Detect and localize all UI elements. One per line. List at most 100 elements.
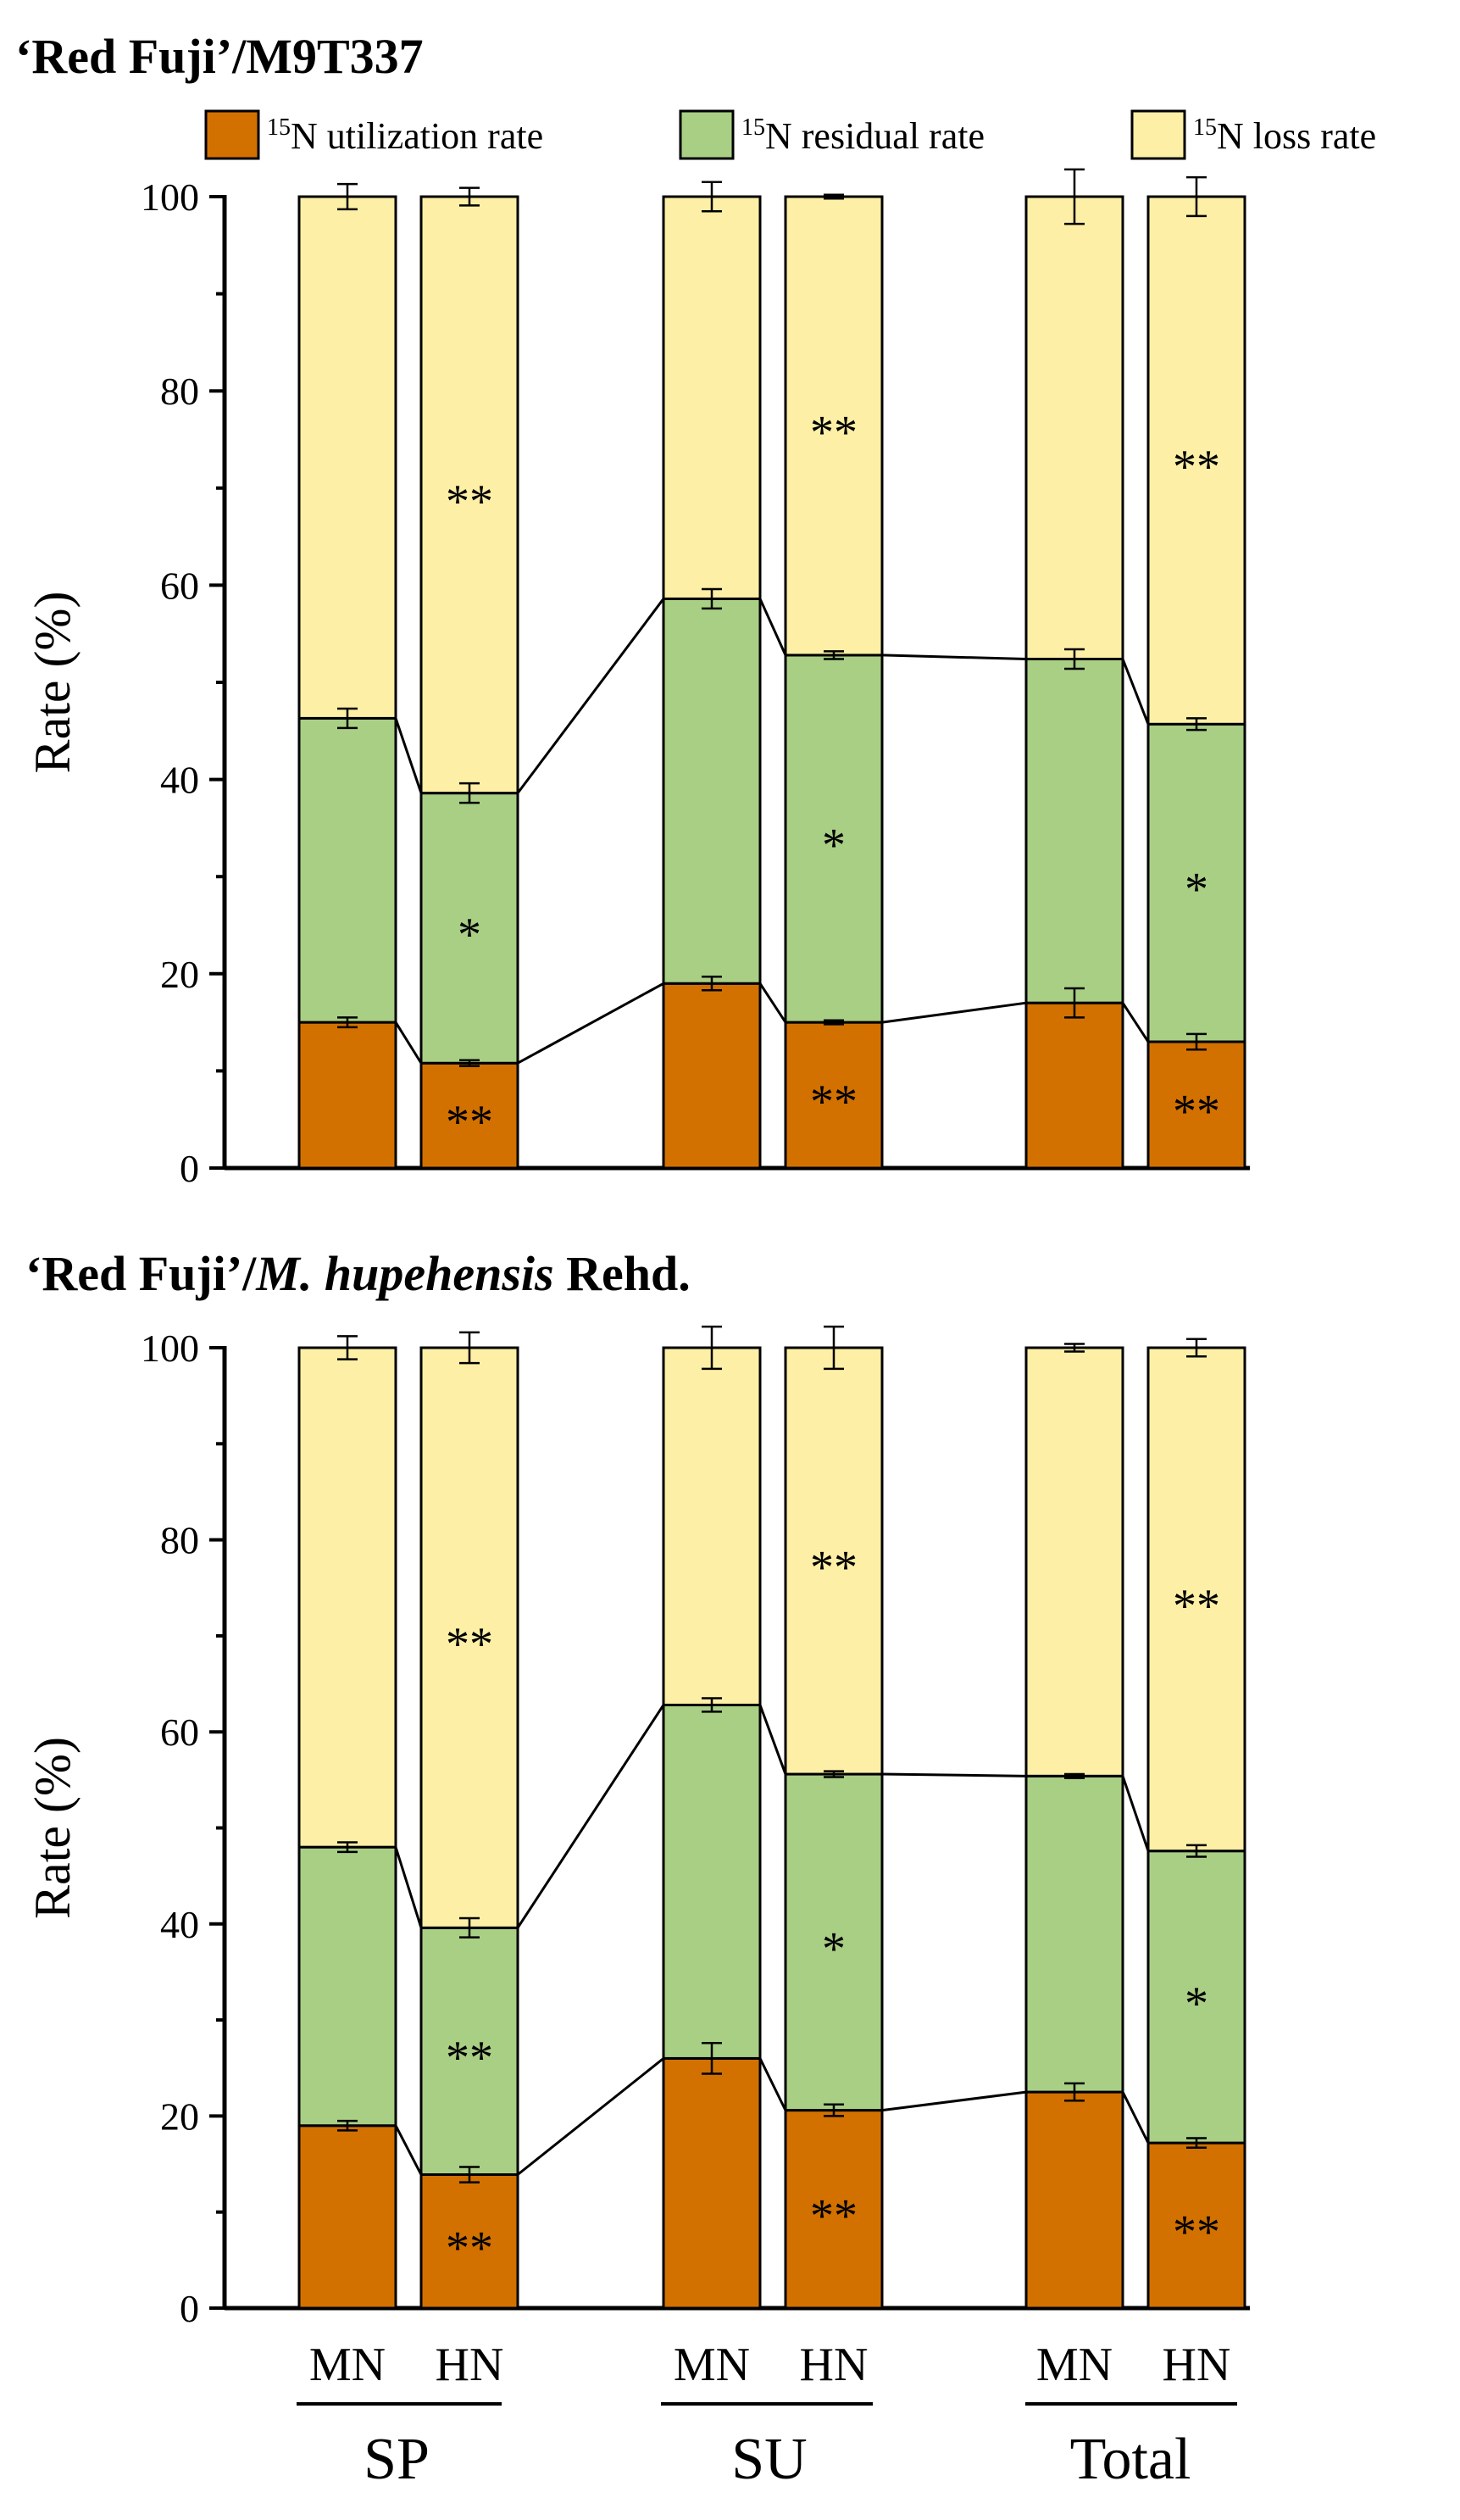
connector-line-utilization xyxy=(881,1001,1027,1024)
connector-line-residual xyxy=(394,1846,423,1928)
bar-utilization xyxy=(419,2173,519,2310)
y-tick-label: 100 xyxy=(141,1327,199,1370)
connector-line-residual xyxy=(758,598,787,656)
bar-loss xyxy=(297,195,397,720)
bar-utilization xyxy=(419,1061,519,1170)
bar-loss xyxy=(662,195,762,600)
panel-2-title-part3: Rehd. xyxy=(554,1246,691,1301)
panel-1-title: ‘Red Fuji’/M9T337 xyxy=(15,29,424,84)
significance-marker: ** xyxy=(1173,2206,1220,2259)
y-tick-label: 60 xyxy=(160,1711,199,1754)
connector-line-residual xyxy=(516,598,665,794)
bar-loss xyxy=(419,195,519,795)
connector-line-residual xyxy=(394,717,423,794)
legend-sup-utilization: 15 xyxy=(267,114,291,141)
bar-loss xyxy=(1024,195,1124,660)
y-tick-label: 80 xyxy=(160,370,199,413)
legend-swatch-utilization xyxy=(204,109,260,160)
y-tick-label: 100 xyxy=(141,175,199,219)
significance-marker: * xyxy=(458,909,481,961)
bar-residual xyxy=(297,1845,397,2128)
legend: 15N utilization rate 15N residual rate 1… xyxy=(204,109,1376,160)
x-label-total-mn: MN xyxy=(1036,2339,1113,2391)
significance-marker: ** xyxy=(446,2222,493,2274)
y-tick-label: 20 xyxy=(160,2094,199,2138)
bar-utilization xyxy=(1024,2090,1124,2310)
bar-residual xyxy=(662,1703,762,2060)
y-tick-label: 80 xyxy=(160,1519,199,1562)
connector-line-residual xyxy=(516,1704,665,1929)
x-label-sp-hn: HN xyxy=(436,2339,504,2391)
bar-utilization xyxy=(1024,1001,1124,1170)
y-tick-label: 0 xyxy=(180,2287,199,2330)
legend-text-loss: N loss rate xyxy=(1217,115,1376,157)
bar-utilization xyxy=(1146,2141,1246,2310)
legend-sup-loss: 15 xyxy=(1193,114,1217,141)
bar-loss xyxy=(784,1346,884,1776)
x-axis-labels: MN HN MN HN MN HN SP SU Total xyxy=(297,2339,1237,2492)
panel-2-title-part1: ‘Red Fuji’/ xyxy=(25,1246,257,1301)
y-tick-label: 0 xyxy=(180,1147,199,1190)
legend-swatch-loss xyxy=(1130,109,1186,160)
panel-2-title-part2: M. hupehensis xyxy=(255,1246,553,1301)
significance-marker: * xyxy=(1185,864,1208,916)
bar-utilization xyxy=(1146,1040,1246,1170)
bar-residual xyxy=(1024,1774,1124,2094)
y-tick-label: 40 xyxy=(160,1903,199,1946)
bar-residual xyxy=(1146,1850,1246,2145)
connector-line-utilization xyxy=(517,2057,664,2176)
bar-utilization xyxy=(784,1021,884,1170)
y-tick-label: 40 xyxy=(160,759,199,802)
x-label-su-hn: HN xyxy=(800,2339,869,2391)
y-axis-label: Rate (%) xyxy=(25,592,80,774)
connector-line-utilization xyxy=(758,982,787,1023)
connector-line-residual xyxy=(1121,658,1150,725)
significance-marker: ** xyxy=(810,2189,858,2242)
legend-text-utilization: N utilization rate xyxy=(291,115,543,157)
bar-utilization xyxy=(662,982,762,1170)
legend-label-residual: 15N residual rate xyxy=(741,114,985,157)
connector-line-utilization xyxy=(394,2125,423,2176)
connector-line-utilization xyxy=(394,1021,423,1065)
significance-marker: ** xyxy=(1173,1580,1220,1633)
significance-marker: * xyxy=(822,1922,846,1975)
connector-line-utilization xyxy=(517,982,664,1065)
connector-line-utilization xyxy=(1121,1002,1150,1043)
connector-line-utilization xyxy=(758,2057,787,2111)
significance-marker: ** xyxy=(446,1096,493,1149)
connector-line-utilization xyxy=(881,2090,1027,2112)
y-tick-label: 20 xyxy=(160,953,199,996)
bar-utilization xyxy=(297,1021,397,1170)
bar-loss xyxy=(662,1346,762,1706)
bar-residual xyxy=(419,1926,519,2177)
x-label-sp-mn: MN xyxy=(309,2339,386,2391)
significance-marker: ** xyxy=(446,2032,493,2084)
y-axis-label: Rate (%) xyxy=(25,1737,80,1919)
bar-residual xyxy=(662,597,762,985)
bar-utilization xyxy=(784,2109,884,2310)
x-label-total-hn: HN xyxy=(1163,2339,1231,2391)
connector-line-residual xyxy=(881,654,1027,660)
x-label-su-mn: MN xyxy=(674,2339,750,2391)
connector-line-utilization xyxy=(1121,2091,1150,2144)
bar-residual xyxy=(784,654,884,1024)
legend-text-residual: N residual rate xyxy=(765,115,985,157)
significance-marker: ** xyxy=(1173,1086,1220,1138)
connector-line-residual xyxy=(1121,1775,1150,1852)
connector-line-residual xyxy=(881,1772,1027,1777)
significance-marker: ** xyxy=(810,406,858,459)
significance-marker: ** xyxy=(810,1542,858,1594)
bar-loss xyxy=(297,1346,397,1849)
legend-sup-residual: 15 xyxy=(741,114,765,141)
significance-marker: * xyxy=(822,820,846,872)
bar-loss xyxy=(1024,1346,1124,1777)
significance-marker: * xyxy=(1185,1978,1208,2030)
group-label-su: SU xyxy=(731,2427,807,2492)
bar-utilization xyxy=(297,2124,397,2310)
bar-residual xyxy=(297,716,397,1024)
legend-label-utilization: 15N utilization rate xyxy=(267,114,543,157)
bar-utilization xyxy=(662,2056,762,2310)
